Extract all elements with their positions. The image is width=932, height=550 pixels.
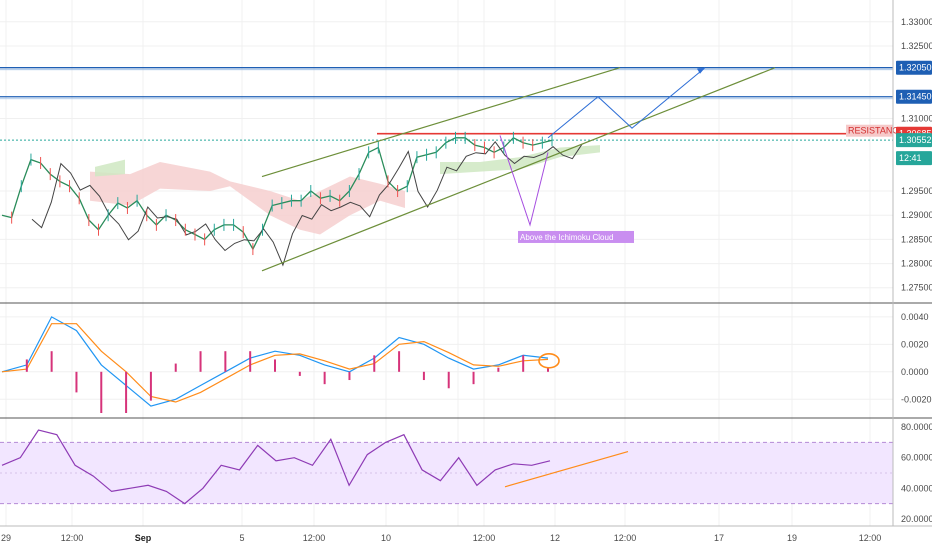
price-tick-label: 1.33000 bbox=[901, 17, 932, 27]
price-level-badge-text: 1.30552 bbox=[899, 135, 932, 145]
price-panel: RESISTANCE Above the Ichimoku Cloud bbox=[0, 67, 905, 272]
projection-path bbox=[547, 67, 706, 139]
price-level-badge-text: 1.32050 bbox=[899, 63, 932, 73]
macd-tick-label: 0.0040 bbox=[901, 312, 929, 322]
x-tick-label: 5 bbox=[239, 533, 244, 543]
price-tick-label: 1.28000 bbox=[901, 259, 932, 269]
resistance-label-bg bbox=[846, 124, 893, 137]
price-level-badge-text: 1.31450 bbox=[899, 92, 932, 102]
channel-upper-line bbox=[261, 67, 621, 178]
price-tick-label: 1.27500 bbox=[901, 283, 932, 293]
x-tick-label: Sep bbox=[135, 533, 152, 543]
price-level-badge bbox=[896, 133, 932, 148]
rsi-tick-label: 80.0000 bbox=[901, 422, 932, 432]
x-tick-label: 29 bbox=[1, 533, 11, 543]
x-tick-label: 17 bbox=[714, 533, 724, 543]
price-tick-label: 1.28500 bbox=[901, 234, 932, 244]
ichimoku-cloud-bearish bbox=[90, 162, 405, 235]
channel-lower-line bbox=[261, 67, 776, 272]
x-tick-label: 12 bbox=[550, 533, 560, 543]
macd-tick-label: 0.0020 bbox=[901, 339, 929, 349]
signal-line bbox=[1, 323, 549, 403]
x-tick-label: 12:00 bbox=[303, 533, 326, 543]
resistance-label: RESISTANCE bbox=[848, 126, 905, 136]
countdown-badge-text: 12:41 bbox=[899, 153, 922, 163]
price-level-badge bbox=[896, 89, 932, 104]
price-tick-label: 1.29000 bbox=[901, 210, 932, 220]
price-series-line bbox=[1, 137, 553, 251]
rsi-tick-label: 60.0000 bbox=[901, 453, 932, 463]
price-tick-label: 1.31000 bbox=[901, 113, 932, 123]
rsi-trendline bbox=[504, 450, 629, 488]
annotation-box bbox=[518, 230, 634, 243]
x-tick-label: 12:00 bbox=[859, 533, 882, 543]
macd-tick-label: 0.0000 bbox=[901, 367, 929, 377]
gridlines bbox=[0, 0, 893, 526]
projection-arrowhead bbox=[697, 67, 705, 74]
macd-line bbox=[1, 316, 549, 407]
annotation-text: Above the Ichimoku Cloud bbox=[520, 233, 613, 242]
ichimoku-cloud-bullish bbox=[95, 159, 125, 177]
x-tick-label: 12:00 bbox=[61, 533, 84, 543]
chikou-span-line bbox=[31, 140, 583, 267]
macd-panel bbox=[1, 316, 560, 413]
macd-tick-label: -0.0020 bbox=[901, 394, 932, 404]
x-tick-label: 10 bbox=[381, 533, 391, 543]
rsi-tick-label: 20.0000 bbox=[901, 514, 932, 524]
annotation-pointer bbox=[499, 135, 549, 227]
rsi-line bbox=[1, 429, 551, 505]
x-tick-label: 12:00 bbox=[473, 533, 496, 543]
macd-cross-marker bbox=[538, 353, 560, 369]
x-tick-label: 12:00 bbox=[614, 533, 637, 543]
price-level-badge bbox=[896, 60, 932, 75]
rsi-panel bbox=[0, 429, 893, 505]
x-tick-label: 19 bbox=[787, 533, 797, 543]
countdown-badge bbox=[896, 151, 932, 166]
price-tick-label: 1.32500 bbox=[901, 41, 932, 51]
rsi-tick-label: 40.0000 bbox=[901, 483, 932, 493]
price-tick-label: 1.29500 bbox=[901, 186, 932, 196]
